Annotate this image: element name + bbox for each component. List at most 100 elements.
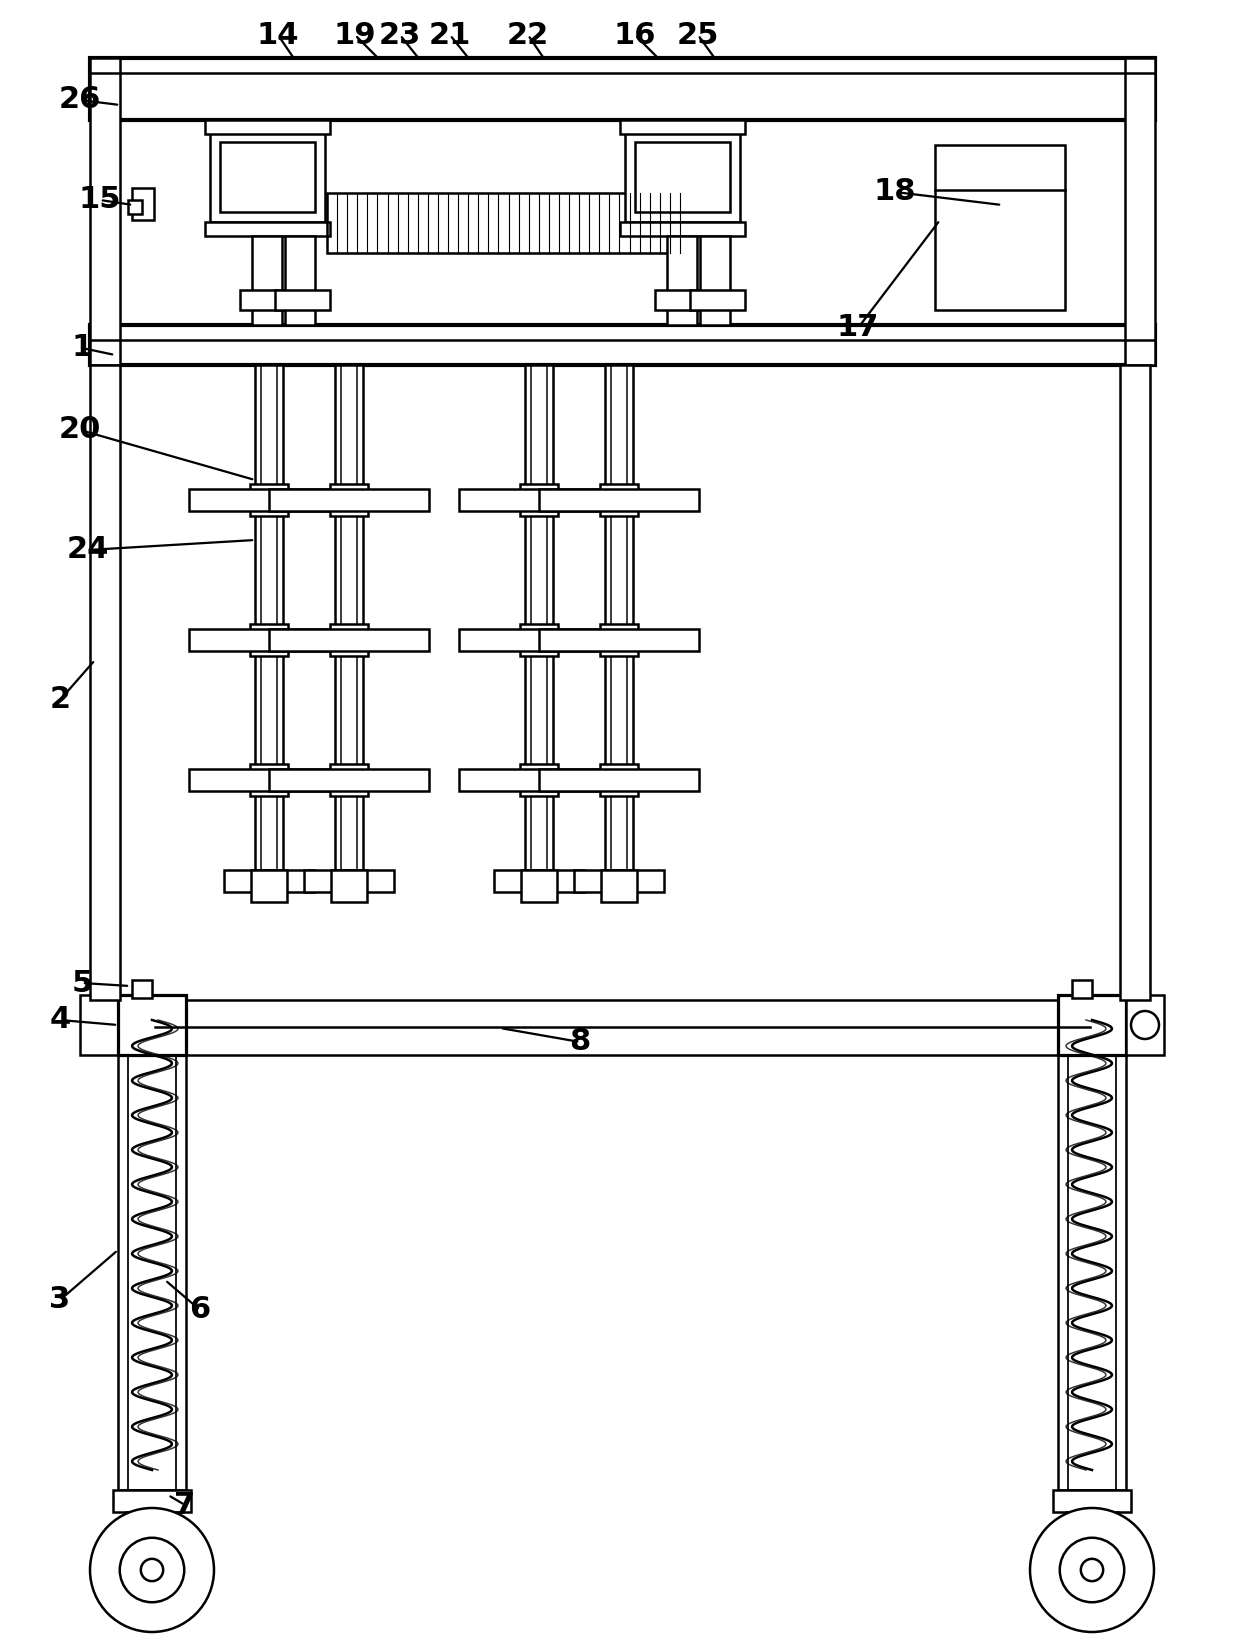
Bar [574,871,663,892]
Bar [701,236,730,325]
Bar [255,365,283,871]
Text: 16: 16 [614,20,656,50]
Bar [128,999,176,1490]
Bar [275,291,330,311]
Bar [600,624,639,656]
Text: 8: 8 [569,1028,590,1057]
Bar [269,768,429,791]
Text: 6: 6 [190,1295,211,1325]
Bar [81,995,118,1056]
Text: 14: 14 [257,20,299,50]
Bar [459,629,619,651]
Bar [250,763,288,796]
Bar [520,624,558,656]
Bar [601,871,637,902]
Text: 19: 19 [334,20,376,50]
Bar [494,871,584,892]
Bar [520,484,558,515]
Bar [155,999,1090,1056]
Circle shape [120,1538,185,1602]
Bar [667,236,697,325]
Text: 26: 26 [58,86,102,114]
Bar [188,629,348,651]
Bar [126,1512,179,1530]
Text: 22: 22 [507,20,549,50]
Bar [1125,58,1154,365]
Circle shape [141,1559,164,1581]
Bar [91,58,1154,121]
Text: 25: 25 [677,20,719,50]
Bar [269,489,429,510]
Text: 20: 20 [58,416,102,444]
Bar [1066,1512,1118,1530]
Bar [327,193,680,253]
Bar [188,489,348,510]
Bar [330,624,368,656]
Text: 5: 5 [72,968,93,998]
Bar [224,871,314,892]
Bar [1068,999,1116,1490]
Bar [620,221,745,236]
Bar [304,871,394,892]
Bar [330,484,368,515]
Bar [1126,995,1164,1056]
Bar [539,768,699,791]
Circle shape [1131,1011,1159,1039]
Bar [341,365,357,871]
Bar [525,365,553,871]
Circle shape [1030,1508,1154,1632]
Text: 23: 23 [379,20,422,50]
Bar [1053,1490,1131,1512]
Bar [1058,995,1126,1056]
Bar [250,871,286,902]
Bar [625,132,740,221]
Bar [600,484,639,515]
Text: 17: 17 [837,314,879,342]
Bar [459,489,619,510]
Bar [1004,200,1018,215]
Bar [539,629,699,651]
Bar [1120,365,1149,999]
Bar [611,365,627,871]
Bar [205,221,330,236]
Bar [330,763,368,796]
Bar [689,291,745,311]
Bar [252,236,281,325]
Bar [250,484,288,515]
Text: 3: 3 [50,1285,71,1315]
Bar [205,121,330,134]
Bar [113,1490,191,1512]
Bar [91,325,1154,365]
Circle shape [1081,1559,1104,1581]
Bar [260,365,277,871]
Bar [521,871,557,902]
Bar [335,365,363,871]
Bar [241,291,295,311]
Bar [620,121,745,134]
Bar [91,58,120,365]
Bar [131,188,154,220]
Bar [118,995,186,1056]
Bar [935,145,1065,311]
Bar [605,365,632,871]
Text: 18: 18 [874,177,916,206]
Bar [188,768,348,791]
Text: 7: 7 [175,1490,196,1520]
Bar [250,624,288,656]
Bar [91,365,120,999]
Bar [520,763,558,796]
Bar [269,629,429,651]
Text: 4: 4 [50,1006,71,1034]
Circle shape [91,1508,215,1632]
Circle shape [1060,1538,1125,1602]
Text: 2: 2 [50,686,71,715]
Bar [210,132,325,221]
Text: 15: 15 [79,185,122,215]
Bar [131,980,153,998]
Bar [655,291,711,311]
Text: 1: 1 [72,334,93,362]
Bar [635,142,730,211]
Bar [539,489,699,510]
Bar [999,188,1022,220]
Bar [118,999,186,1490]
